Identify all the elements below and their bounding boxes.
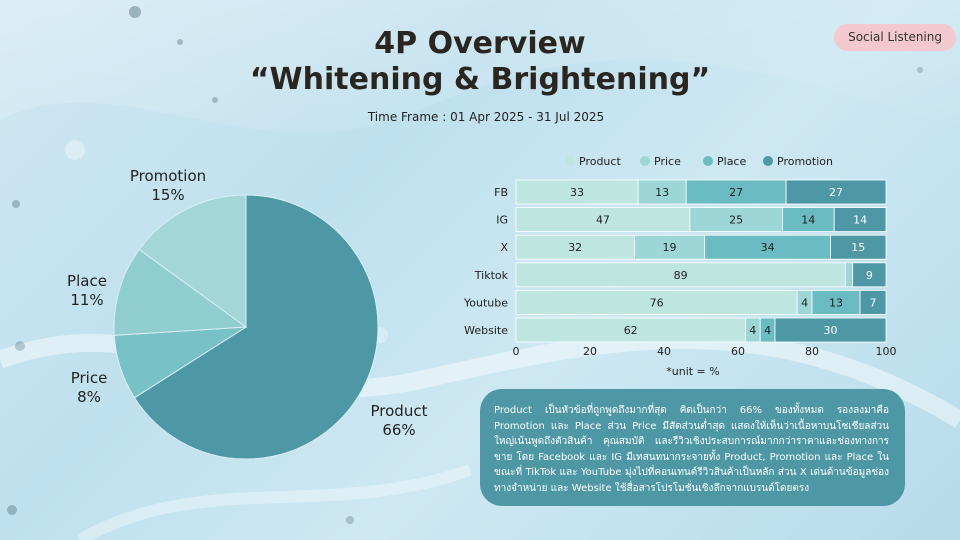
bar-ig-place [781,207,835,232]
x-tick-80: 80 [805,345,819,358]
pie-label-promotion: Promotion [130,167,206,185]
bar-x-promotion [830,234,887,260]
data-label-website-price: 4 [749,324,756,337]
bar-fb-price [637,179,687,205]
legend-label-promotion: Promotion [777,155,833,168]
category-label-tiktok: Tiktok [474,269,509,282]
data-label-youtube-product: 76 [650,296,664,309]
category-label-website: Website [464,324,508,337]
data-label-x-price: 19 [663,241,677,254]
category-label-fb: FB [494,186,508,199]
data-label-fb-product: 33 [570,186,584,199]
pie-label-place: Place [67,272,107,290]
bar-website-promotion [774,317,887,343]
pie-label-product: Product [371,402,428,420]
bar-tiktok-promotion [852,262,887,288]
bar-website-product [515,317,746,343]
data-label-website-product: 62 [624,324,638,337]
pie-pct-price: 8% [77,388,101,406]
bar-x-price [633,234,706,260]
data-label-website-promotion: 30 [824,324,838,337]
pie-slice-place [113,248,248,336]
time-frame: Time Frame : 01 Apr 2025 - 31 Jul 2025 [367,110,605,124]
pie-pct-promotion: 15% [151,186,184,204]
data-label-ig-product: 47 [596,214,610,227]
legend-label-place: Place [717,155,746,168]
data-label-x-place: 34 [761,241,775,254]
x-tick-20: 20 [583,345,597,358]
data-label-youtube-promotion: 7 [870,296,877,309]
page-title: 4P Overview “Whitening & Brightening” [0,26,960,98]
bar-tiktok-product [515,262,846,288]
data-label-fb-promotion: 27 [829,186,843,199]
legend-swatch-promotion [763,156,773,166]
data-label-tiktok-promotion: 9 [866,269,873,282]
x-tick-100: 100 [876,345,897,358]
legend-swatch-product [565,156,575,166]
data-label-ig-price: 25 [729,214,743,227]
social-listening-badge: Social Listening [834,24,956,51]
category-label-youtube: Youtube [463,296,508,309]
category-label-ig: IG [496,214,508,227]
bar-tiktok-price [844,262,854,288]
bar-youtube-promotion [859,289,887,315]
bar-fb-promotion [785,179,887,205]
pie-pct-product: 66% [382,421,415,439]
x-tick-40: 40 [657,345,671,358]
x-tick-60: 60 [731,345,745,358]
data-label-website-place: 4 [764,324,771,337]
legend-label-price: Price [654,155,681,168]
data-label-fb-place: 27 [729,186,743,199]
legend-label-product: Product [579,155,621,168]
x-tick-0: 0 [513,345,520,358]
pie-slice-promotion [138,194,247,328]
bar-ig-product [515,207,691,232]
data-label-x-product: 32 [568,241,582,254]
bar-youtube-place [811,289,861,315]
data-label-tiktok-product: 89 [674,269,688,282]
title-line-1: 4P Overview [374,26,586,61]
data-label-youtube-place: 13 [829,296,843,309]
bar-fb-place [685,179,787,205]
data-label-ig-place: 14 [801,214,815,227]
data-label-x-promotion: 15 [851,241,865,254]
category-label-x: X [500,241,508,254]
bar-ig-price [689,207,783,232]
summary-note: Product เป็นหัวข้อที่ถูกพูดถึงมากที่สุด … [480,389,905,506]
bar-ig-promotion [833,207,887,232]
data-label-fb-price: 13 [655,186,669,199]
x-axis-label: *unit = % [666,365,719,378]
data-label-youtube-price: 4 [801,296,808,309]
legend-swatch-place [703,156,713,166]
legend-swatch-price [640,156,650,166]
bar-x-place [704,234,831,260]
pie-label-price: Price [71,369,108,387]
pie-pct-place: 11% [70,291,103,309]
pie-slice-product [133,194,379,460]
title-line-2: “Whitening & Brightening” [249,62,711,97]
data-label-ig-promotion: 14 [853,214,867,227]
